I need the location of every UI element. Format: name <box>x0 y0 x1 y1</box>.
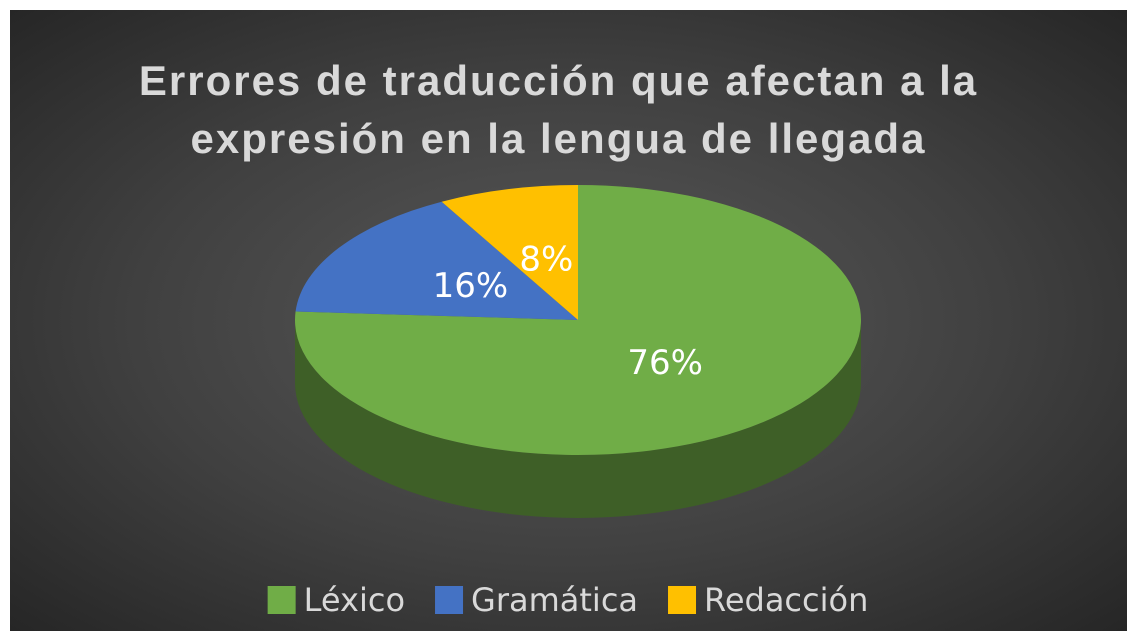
data-label: 16% <box>433 266 509 306</box>
slice <box>441 185 578 320</box>
data-label: 8% <box>519 240 573 280</box>
data-label: 76% <box>627 343 703 383</box>
legend-swatch <box>668 586 697 614</box>
chart-title: Errores de traducción que afectan a la e… <box>138 57 979 162</box>
legend-swatch <box>435 586 464 614</box>
legend-label: Léxico <box>304 581 405 619</box>
legend-label: Redacción <box>704 581 868 619</box>
legend: Léxico Gramática Redacción <box>267 581 868 619</box>
slice <box>295 201 578 320</box>
slice-side <box>295 320 861 518</box>
legend-swatch <box>267 586 296 614</box>
legend-label: Gramática <box>471 581 638 619</box>
